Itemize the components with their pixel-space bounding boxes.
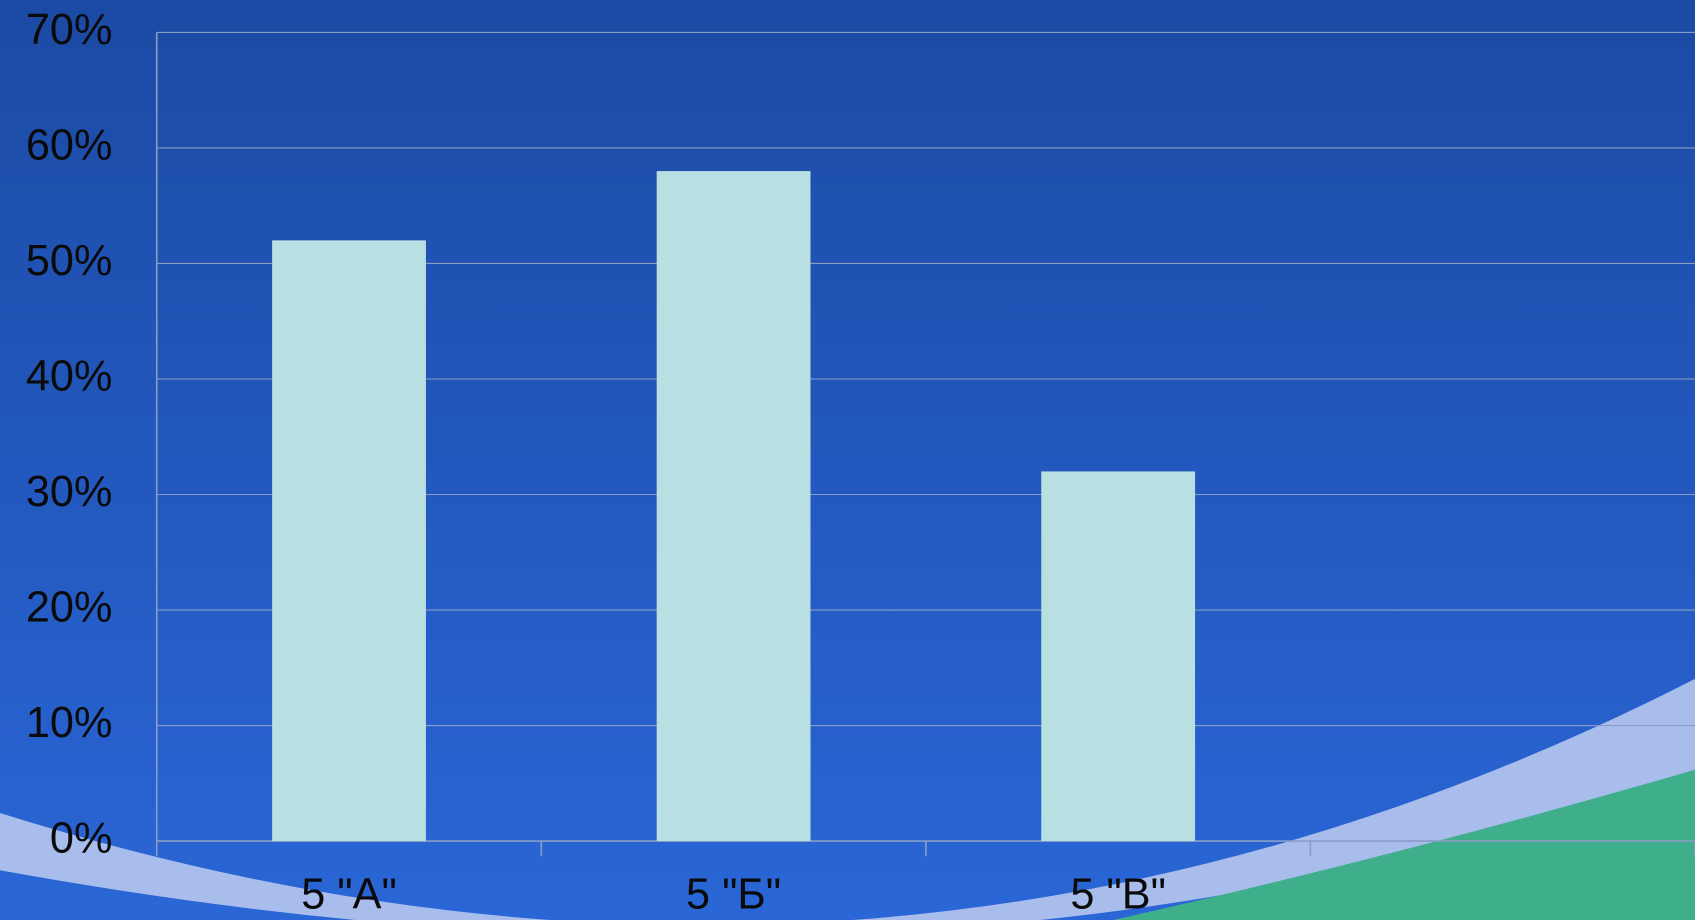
x-tick-label: 5 "В" (1070, 871, 1166, 919)
y-tick-label: 40% (26, 352, 113, 400)
bar (272, 240, 426, 841)
y-tick-label: 20% (26, 583, 113, 631)
bar (657, 171, 811, 841)
x-tick-label: 5 "Б" (686, 871, 781, 919)
y-tick-label: 10% (26, 699, 113, 747)
background (0, 0, 1695, 920)
y-tick-label: 30% (26, 468, 113, 516)
y-tick-label: 60% (26, 121, 113, 169)
y-tick-label: 50% (26, 237, 113, 285)
bar (1041, 471, 1195, 841)
chart: 0% 10% 20% 30% 40% 50% 60% 70% 5 "А" 5 "Б" 5 "В" (0, 0, 1695, 920)
x-tick-label: 5 "А" (301, 871, 397, 919)
y-tick-label: 70% (26, 6, 113, 54)
y-tick-label: 0% (50, 815, 112, 863)
